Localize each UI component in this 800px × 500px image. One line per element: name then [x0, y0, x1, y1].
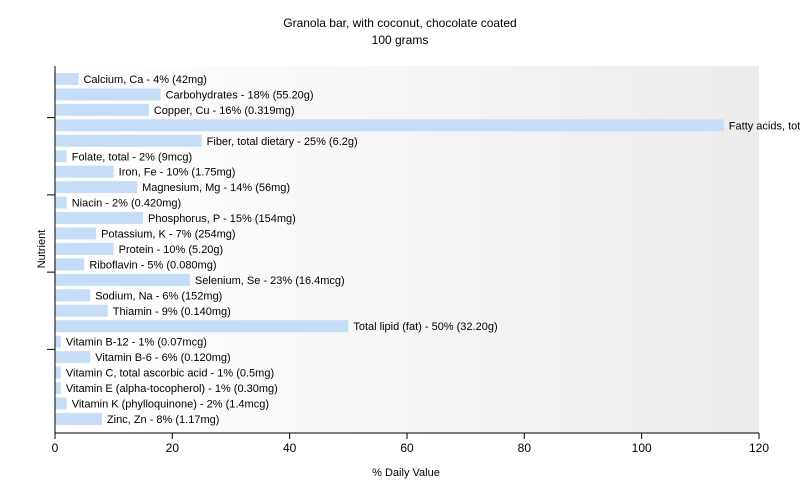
bar: [55, 119, 724, 132]
bar-label: Vitamin E (alpha-tocopherol) - 1% (0.30m…: [66, 383, 278, 395]
bar: [55, 165, 114, 178]
bar-label: Riboflavin - 5% (0.080mg): [89, 259, 216, 271]
x-tick-label: 100: [632, 441, 652, 455]
x-tick-label: 20: [166, 441, 180, 455]
bar: [55, 397, 67, 410]
bar-label: Carbohydrates - 18% (55.20g): [166, 89, 314, 101]
axes-group: 0 20 40 60 80 100 120: [47, 66, 769, 455]
bar-label: Vitamin B-12 - 1% (0.07mcg): [66, 337, 207, 349]
bar-label: Calcium, Ca - 4% (42mg): [83, 74, 206, 86]
bar: [55, 366, 61, 379]
bar-label: Niacin - 2% (0.420mg): [72, 198, 181, 210]
bar-label: Fatty acids, total saturated - 114% (22.…: [729, 120, 800, 132]
bar-label: Phosphorus, P - 15% (154mg): [148, 213, 296, 225]
bars-group: Calcium, Ca - 4% (42mg) Carbohydrates - 1…: [55, 73, 800, 426]
bar-label: Vitamin C, total ascorbic acid - 1% (0.5…: [66, 368, 274, 380]
bar-label: Selenium, Se - 23% (16.4mcg): [195, 275, 345, 287]
x-tick-label: 120: [749, 441, 769, 455]
bar: [55, 258, 85, 271]
bar: [55, 150, 67, 163]
bar: [55, 242, 114, 255]
x-axis-label: % Daily Value: [372, 467, 440, 479]
x-tick-label: 40: [283, 441, 297, 455]
bar: [55, 382, 61, 394]
chart-subtitle: 100 grams: [372, 33, 429, 47]
bar-label: Vitamin B-6 - 6% (0.120mg): [95, 352, 231, 364]
bar-label: Fiber, total dietary - 25% (6.2g): [207, 136, 358, 148]
bar-label: Folate, total - 2% (9mcg): [72, 151, 192, 163]
bar-label: Total lipid (fat) - 50% (32.20g): [353, 321, 497, 333]
bar: [55, 212, 143, 225]
bar: [55, 289, 91, 302]
x-tick-label: 60: [400, 441, 414, 455]
bar: [55, 134, 202, 147]
bar: [55, 304, 108, 317]
bar: [55, 412, 102, 425]
bar-label: Protein - 10% (5.20g): [119, 244, 224, 256]
bar-label: Magnesium, Mg - 14% (56mg): [142, 182, 290, 194]
bar: [55, 88, 161, 101]
bar-label: Zinc, Zn - 8% (1.17mg): [107, 414, 219, 426]
bar: [55, 320, 349, 333]
bar-label: Copper, Cu - 16% (0.319mg): [154, 105, 295, 117]
bar: [55, 351, 91, 364]
bar-label: Potassium, K - 7% (254mg): [101, 229, 236, 241]
bar-label: Vitamin K (phylloquinone) - 2% (1.4mcg): [72, 398, 269, 410]
bar: [55, 73, 79, 85]
bar: [55, 196, 67, 209]
x-tick-label: 80: [518, 441, 532, 455]
bar-label: Thiamin - 9% (0.140mg): [113, 306, 231, 318]
x-tick-label: 0: [52, 441, 59, 455]
bar: [55, 103, 149, 116]
chart-title: Granola bar, with coconut, chocolate coa…: [283, 16, 516, 30]
bar: [55, 335, 61, 348]
bar: [55, 273, 190, 286]
bar-label: Sodium, Na - 6% (152mg): [95, 290, 222, 302]
bar: [55, 181, 138, 194]
bar-label: Iron, Fe - 10% (1.75mg): [119, 167, 236, 179]
y-axis-label: Nutrient: [36, 230, 48, 269]
bar: [55, 227, 97, 240]
